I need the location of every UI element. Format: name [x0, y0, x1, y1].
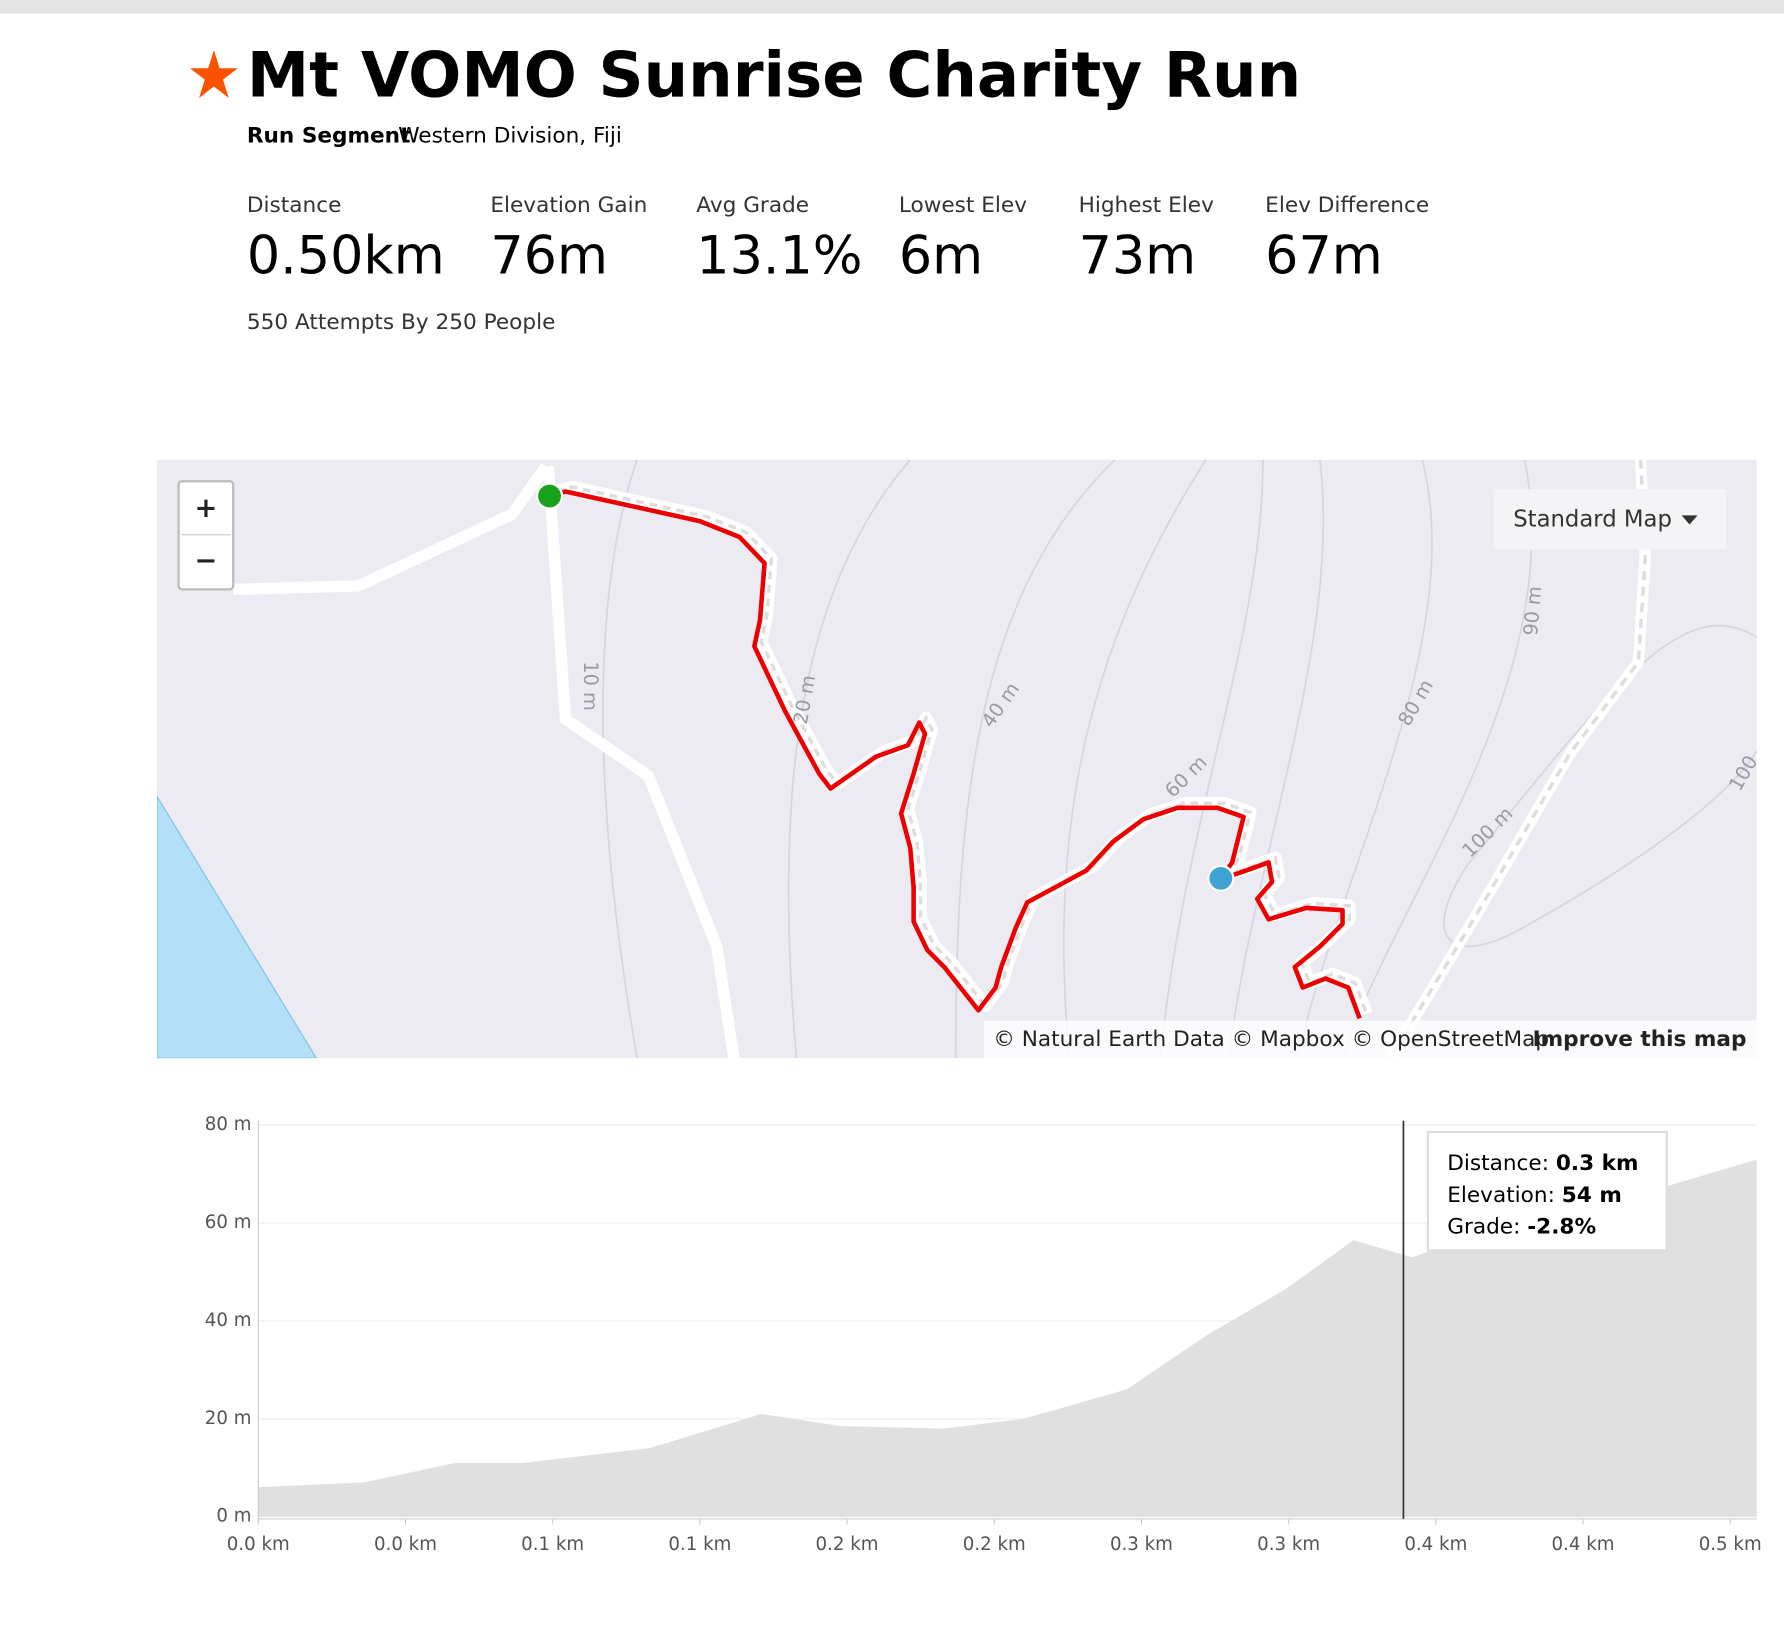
- contour-label: 10 m: [579, 661, 602, 711]
- stat-label: Elev Difference: [1265, 193, 1429, 218]
- end-marker: [1207, 864, 1235, 893]
- y-tick-label: 80 m: [205, 1114, 252, 1135]
- stat-value: 67m: [1265, 225, 1383, 286]
- tooltip-row: Grade: -2.8%: [1447, 1215, 1596, 1240]
- stat-label: Lowest Elev: [899, 193, 1027, 218]
- stat-label: Elevation Gain: [490, 193, 647, 218]
- tooltip-row: Distance: 0.3 km: [1447, 1151, 1638, 1176]
- attribution: © Natural Earth Data © Mapbox © OpenStre…: [993, 1027, 1549, 1052]
- stat-label: Avg Grade: [696, 193, 809, 218]
- x-tick-label: 0.3 km: [1110, 1534, 1173, 1555]
- x-tick-label: 0.1 km: [668, 1534, 731, 1555]
- x-tick-label: 0.0 km: [227, 1534, 290, 1555]
- improve-link[interactable]: Improve this map: [1533, 1027, 1747, 1052]
- x-tick-label: 0.2 km: [963, 1534, 1026, 1555]
- star-icon[interactable]: [190, 50, 238, 98]
- tooltip-value: 0.3 km: [1556, 1151, 1639, 1176]
- x-tick-label: 0.4 km: [1552, 1534, 1615, 1555]
- y-tick-label: 0 m: [216, 1506, 251, 1527]
- elevation-area: [258, 1159, 1757, 1517]
- attempts: 550 Attempts By 250 People: [247, 310, 556, 335]
- elevation-chart: 0 m 20 m 40 m 60 m 80 m 0.0 km 0.0 km 0.1 km 0.1…: [205, 1114, 1762, 1555]
- browser-bar: [0, 0, 1784, 14]
- stat-label: Highest Elev: [1079, 193, 1215, 218]
- attribution-bg: [984, 1020, 1757, 1059]
- y-tick-label: 60 m: [205, 1212, 252, 1233]
- tooltip-row: Elevation: 54 m: [1447, 1183, 1622, 1208]
- stat-value: 76m: [490, 225, 608, 286]
- zoom-in[interactable]: +: [194, 493, 217, 524]
- y-tick-label: 20 m: [205, 1408, 252, 1429]
- stat-value: 13.1%: [696, 225, 862, 286]
- tooltip-box: [1426, 1130, 1668, 1252]
- stat-label: Distance: [247, 193, 342, 218]
- route: [548, 489, 1362, 1020]
- x-tick-label: 0.5 km: [1699, 1534, 1762, 1555]
- stat-value: 0.50km: [247, 225, 445, 286]
- stat-value: 73m: [1079, 225, 1197, 286]
- title: Mt VOMO Sunrise Charity Run: [247, 39, 1301, 112]
- tooltip-label: Distance:: [1447, 1151, 1549, 1176]
- route-dash: [555, 485, 1369, 1015]
- tooltip-label: Grade:: [1447, 1215, 1520, 1240]
- water: [157, 795, 317, 1059]
- segment-type: Run Segment: [247, 124, 411, 149]
- layer-button[interactable]: Standard Map: [1513, 506, 1672, 532]
- x-tick-label: 0.0 km: [374, 1534, 437, 1555]
- tooltip-value: 54 m: [1562, 1183, 1622, 1208]
- dropdown-caret: [1681, 515, 1698, 525]
- contour-label: 90 m: [1519, 585, 1546, 636]
- location: Western Division, Fiji: [398, 124, 622, 149]
- stat-value: 6m: [899, 225, 983, 286]
- tooltip-label: Elevation:: [1447, 1183, 1555, 1208]
- x-tick-label: 0.1 km: [521, 1534, 584, 1555]
- zoom-out[interactable]: −: [194, 546, 217, 577]
- stats: Distance 0.50km Elevation Gain 76m Avg Grade…: [247, 193, 1429, 286]
- x-tick-label: 0.4 km: [1404, 1534, 1467, 1555]
- x-tick-label: 0.2 km: [816, 1534, 879, 1555]
- x-tick-label: 0.3 km: [1257, 1534, 1320, 1555]
- start-marker: [535, 482, 564, 510]
- y-tick-label: 40 m: [205, 1310, 252, 1331]
- tooltip-value: -2.8%: [1527, 1215, 1596, 1240]
